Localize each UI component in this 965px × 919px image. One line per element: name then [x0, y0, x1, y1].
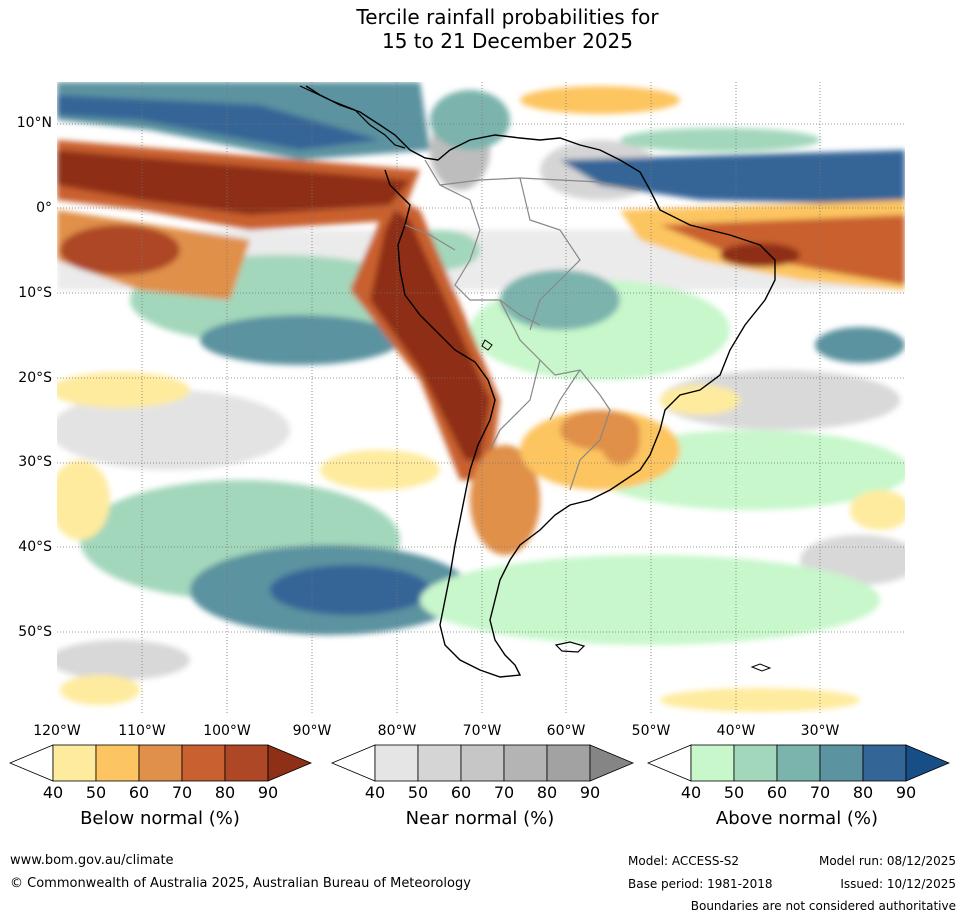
lon-label-90w: 90°W — [292, 723, 332, 739]
lat-label-30s: 30°S — [18, 454, 52, 470]
footer-url[interactable]: www.bom.gov.au/climate — [10, 853, 174, 868]
colorbar-tick: 40 — [680, 783, 702, 802]
lon-label-110w: 110°W — [118, 723, 166, 739]
lon-label-70w: 70°W — [462, 723, 502, 739]
lon-label-30w: 30°W — [800, 723, 840, 739]
colorbar-swatch — [733, 744, 778, 782]
footer-model: Model: ACCESS-S2 — [628, 854, 740, 868]
colorbar-below-label: Below normal (%) — [80, 808, 240, 829]
colorbar-high-extend — [267, 744, 313, 782]
map-title-line1: Tercile rainfall probabilities for — [356, 5, 659, 29]
central-america-coastline — [299, 85, 406, 149]
colorbar-swatch — [776, 744, 821, 782]
colorbar-swatch — [224, 744, 269, 782]
map-field — [57, 82, 905, 715]
colorbar-low-extend — [646, 744, 692, 782]
colorbar-swatch — [546, 744, 591, 782]
colorbar-above-normal — [646, 744, 951, 782]
colorbar-tick: 70 — [171, 783, 193, 802]
colorbar-tick: 60 — [766, 783, 788, 802]
colorbar-swatch — [95, 744, 140, 782]
footer-base-period: Base period: 1981-2018 — [628, 877, 773, 891]
lake-titicaca — [481, 339, 493, 351]
colorbar-swatch — [52, 744, 97, 782]
footer-copyright: © Commonwealth of Australia 2025, Austra… — [10, 876, 471, 891]
colorbar-swatch — [503, 744, 548, 782]
footer-model-run: Model run: 08/12/2025 — [818, 854, 956, 868]
colorbar-tick: 80 — [852, 783, 874, 802]
colorbar-low-extend — [8, 744, 54, 782]
lat-label-40s: 40°S — [18, 539, 52, 555]
colorbar-swatch — [417, 744, 462, 782]
lon-label-80w: 80°W — [377, 723, 417, 739]
colorbar-swatch — [690, 744, 735, 782]
footer-disclaimer: Boundaries are not considered authoritat… — [690, 899, 956, 913]
colorbar-swatch — [862, 744, 907, 782]
colorbar-tick: 40 — [364, 783, 386, 802]
colorbar-near-label: Near normal (%) — [405, 808, 555, 829]
colorbar-tick: 70 — [493, 783, 515, 802]
lat-label-20s: 20°S — [18, 370, 52, 386]
colorbar-high-extend — [589, 744, 635, 782]
colorbar-high-extend — [905, 744, 951, 782]
colorbar-tick: 60 — [128, 783, 150, 802]
map-title-line2: 15 to 21 December 2025 — [381, 29, 633, 53]
south-georgia — [750, 663, 772, 672]
colorbar-near-normal — [330, 744, 635, 782]
colorbar-swatch — [819, 744, 864, 782]
colorbar-tick: 50 — [723, 783, 745, 802]
colorbar-tick: 70 — [809, 783, 831, 802]
colorbar-tick: 90 — [895, 783, 917, 802]
colorbar-tick: 80 — [214, 783, 236, 802]
graticule — [57, 82, 905, 715]
colorbar-above-label: Above normal (%) — [715, 808, 879, 829]
colorbar-swatch — [460, 744, 505, 782]
lat-label-0: 0° — [36, 200, 52, 216]
lon-label-120w: 120°W — [33, 723, 81, 739]
colorbar-swatch — [181, 744, 226, 782]
colorbar-tick: 90 — [257, 783, 279, 802]
colorbar-tick: 50 — [85, 783, 107, 802]
probability-field — [57, 82, 905, 712]
lon-label-100w: 100°W — [203, 723, 251, 739]
colorbar-tick: 50 — [407, 783, 429, 802]
colorbar-tick: 60 — [450, 783, 472, 802]
colorbar-swatch — [138, 744, 183, 782]
colorbar-tick: 90 — [579, 783, 601, 802]
colorbar-swatch — [374, 744, 419, 782]
lon-label-40w: 40°W — [716, 723, 756, 739]
falkland-islands — [554, 641, 586, 653]
lat-label-50s: 50°S — [18, 624, 52, 640]
colorbar-below-normal — [8, 744, 313, 782]
lon-label-60w: 60°W — [546, 723, 586, 739]
lat-label-10s: 10°S — [18, 285, 52, 301]
footer-issued: Issued: 10/12/2025 — [840, 877, 956, 891]
south-america-coastline — [305, 85, 776, 678]
colorbar-tick: 40 — [42, 783, 64, 802]
colorbar-tick: 80 — [536, 783, 558, 802]
lat-label-10n: 10°N — [16, 115, 52, 131]
colorbar-low-extend — [330, 744, 376, 782]
lon-label-50w: 50°W — [631, 723, 671, 739]
country-borders — [404, 159, 641, 491]
